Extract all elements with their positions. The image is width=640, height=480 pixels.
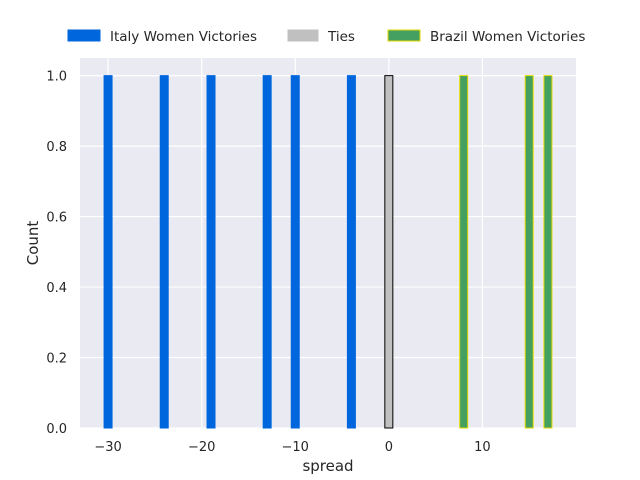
y-tick-label: 0.0 bbox=[46, 422, 67, 437]
legend-label: Ties bbox=[327, 29, 355, 45]
y-tick-label: 0.8 bbox=[46, 140, 67, 155]
x-tick-label: −10 bbox=[282, 440, 309, 455]
y-tick-label: 0.4 bbox=[46, 281, 67, 296]
bar bbox=[103, 75, 113, 429]
y-tick-labels: 0.0 0.2 0.4 0.6 0.8 1.0 bbox=[46, 70, 67, 437]
legend-swatch bbox=[387, 29, 421, 42]
y-axis-label: Count bbox=[24, 221, 42, 266]
legend-label: Italy Women Victories bbox=[110, 29, 257, 45]
bar bbox=[346, 75, 356, 429]
bar bbox=[159, 75, 169, 429]
bar bbox=[524, 75, 534, 429]
bar bbox=[459, 75, 469, 429]
bar bbox=[290, 75, 300, 429]
y-tick-label: 0.6 bbox=[46, 211, 67, 226]
legend: Italy Women Victories Ties Brazil Women Vi… bbox=[67, 29, 585, 45]
x-tick-label: 10 bbox=[474, 440, 491, 455]
y-tick-label: 0.2 bbox=[46, 352, 67, 367]
plot-background bbox=[80, 58, 576, 428]
legend-swatch bbox=[287, 29, 319, 42]
x-tick-label: −30 bbox=[94, 440, 121, 455]
x-axis-label: spread bbox=[302, 457, 353, 475]
y-tick-label: 1.0 bbox=[46, 70, 67, 85]
bar bbox=[206, 75, 216, 429]
x-tick-labels: −30 −20 −10 0 10 bbox=[94, 440, 490, 455]
x-tick-label: −20 bbox=[188, 440, 215, 455]
bar bbox=[384, 75, 394, 429]
x-tick-label: 0 bbox=[385, 440, 393, 455]
legend-swatch bbox=[67, 29, 101, 42]
bars bbox=[103, 75, 553, 429]
bar bbox=[543, 75, 553, 429]
legend-label: Brazil Women Victories bbox=[430, 29, 585, 45]
bar bbox=[262, 75, 272, 429]
